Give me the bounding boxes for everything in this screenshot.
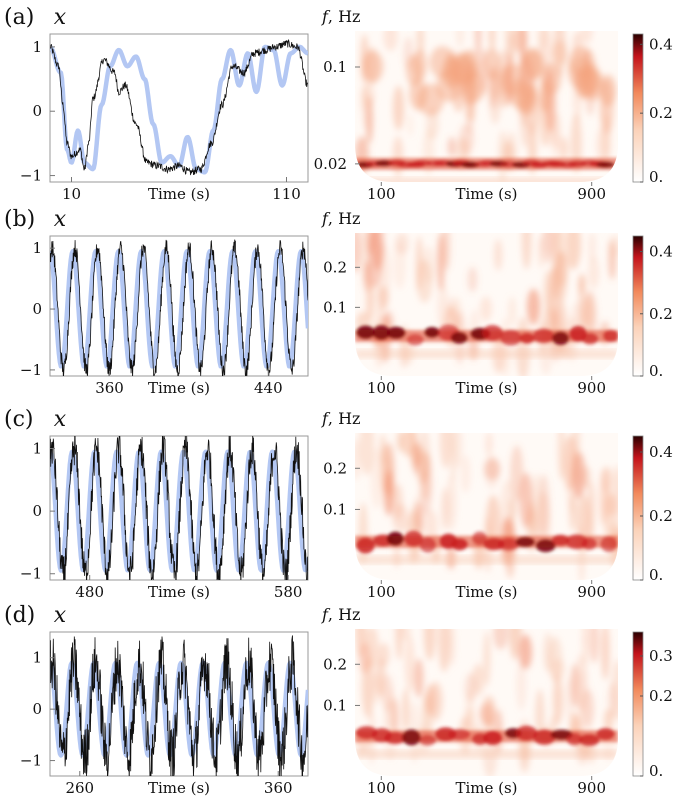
panel-b bbox=[49, 233, 644, 380]
x-axis-label: Time (s) bbox=[148, 379, 210, 397]
y-tick-label: −1 bbox=[20, 752, 42, 770]
y-tick-label: 0 bbox=[32, 102, 42, 120]
heatmap-y-axis-label: f, Hz bbox=[321, 7, 360, 26]
y-tick-label: 1 bbox=[32, 38, 42, 56]
colorbar bbox=[632, 631, 644, 777]
heatmap-y-tick-label: 0.02 bbox=[314, 155, 347, 173]
colorbar-tick-label: 0. bbox=[649, 762, 663, 780]
heatmap-area bbox=[355, 233, 618, 376]
y-tick-label: 0 bbox=[32, 700, 42, 718]
y-tick-label: 1 bbox=[32, 440, 42, 458]
panel-label: (a) bbox=[4, 5, 34, 30]
heatmap-x-tick-label: 900 bbox=[577, 185, 606, 203]
colorbar bbox=[632, 435, 644, 581]
heatmap-x-tick-label: 100 bbox=[367, 779, 396, 797]
colorbar-tick-label: 0.2 bbox=[649, 104, 673, 122]
heatmap-x-axis-label: Time (s) bbox=[455, 779, 517, 797]
x-tick-label: 580 bbox=[274, 583, 303, 601]
heatmap-x-tick-label: 900 bbox=[577, 379, 606, 397]
heatmap-y-tick-label: 0.1 bbox=[323, 298, 347, 316]
line-plot-frame bbox=[49, 33, 309, 183]
heatmap-x-axis-label: Time (s) bbox=[455, 185, 517, 203]
heatmap-area bbox=[355, 31, 618, 182]
model-series-line bbox=[50, 449, 308, 573]
y-tick-label: 1 bbox=[32, 239, 42, 257]
x-tick-label: 10 bbox=[62, 185, 81, 203]
x-axis-label: Time (s) bbox=[148, 185, 210, 203]
heatmap-y-tick-label: 0.2 bbox=[323, 655, 347, 673]
heatmap-x-axis-label: Time (s) bbox=[455, 583, 517, 601]
x-tick-label: 110 bbox=[272, 185, 301, 203]
data-series-line bbox=[50, 436, 308, 580]
y-tick-label: 0 bbox=[32, 502, 42, 520]
data-series-line bbox=[50, 39, 308, 176]
heatmap-y-axis-label: f, Hz bbox=[321, 209, 360, 228]
panel-a bbox=[49, 31, 644, 186]
left-y-axis-label: x bbox=[54, 603, 67, 628]
heatmap-x-tick-label: 100 bbox=[367, 185, 396, 203]
panel-d bbox=[49, 629, 644, 780]
x-tick-label: 360 bbox=[264, 779, 293, 797]
heatmap-x-tick-label: 900 bbox=[577, 583, 606, 601]
x-tick-label: 360 bbox=[95, 379, 124, 397]
y-tick-label: 0 bbox=[32, 300, 42, 318]
y-tick-label: −1 bbox=[20, 361, 42, 379]
heatmap-x-axis-label: Time (s) bbox=[455, 379, 517, 397]
x-axis-label: Time (s) bbox=[148, 583, 210, 601]
panel-c bbox=[49, 433, 644, 584]
heatmap-y-tick-label: 0.2 bbox=[323, 459, 347, 477]
y-tick-label: 1 bbox=[32, 649, 42, 667]
left-y-axis-label: x bbox=[54, 5, 67, 30]
colorbar-tick-label: 0.3 bbox=[649, 647, 673, 665]
data-series-line bbox=[50, 635, 308, 776]
colorbar bbox=[632, 235, 644, 377]
heatmap-y-tick-label: 0.2 bbox=[323, 258, 347, 276]
y-tick-label: −1 bbox=[20, 167, 42, 185]
heatmap-x-tick-label: 900 bbox=[577, 779, 606, 797]
colorbar-tick-label: 0.4 bbox=[649, 35, 673, 53]
heatmap-y-axis-label: f, Hz bbox=[321, 409, 360, 428]
heatmap-y-tick-label: 0.1 bbox=[323, 500, 347, 518]
heatmap-x-tick-label: 100 bbox=[367, 583, 396, 601]
panel-label: (b) bbox=[4, 207, 35, 232]
x-tick-label: 440 bbox=[254, 379, 283, 397]
heatmap-area bbox=[355, 433, 618, 580]
colorbar bbox=[632, 33, 644, 183]
data-series-line bbox=[50, 239, 308, 376]
colorbar-tick-label: 0.2 bbox=[649, 687, 673, 705]
colorbar-tick-label: 0. bbox=[649, 566, 663, 584]
heatmap-area bbox=[355, 629, 618, 776]
panel-label: (c) bbox=[4, 407, 34, 432]
heatmap-y-axis-label: f, Hz bbox=[321, 605, 360, 624]
heatmap-y-tick-label: 0.1 bbox=[323, 696, 347, 714]
x-tick-label: 260 bbox=[65, 779, 94, 797]
colorbar-tick-label: 0.4 bbox=[649, 243, 673, 261]
model-series-line bbox=[50, 248, 308, 369]
heatmap-y-tick-label: 0.1 bbox=[323, 58, 347, 76]
heatmap-x-tick-label: 100 bbox=[367, 379, 396, 397]
panel-label: (d) bbox=[4, 603, 35, 628]
colorbar-tick-label: 0. bbox=[649, 362, 663, 380]
y-tick-label: −1 bbox=[20, 565, 42, 583]
left-y-axis-label: x bbox=[54, 207, 67, 232]
left-y-axis-label: x bbox=[54, 407, 67, 432]
colorbar-tick-label: 0.4 bbox=[649, 443, 673, 461]
colorbar-tick-label: 0.2 bbox=[649, 507, 673, 525]
colorbar-tick-label: 0. bbox=[649, 168, 663, 186]
colorbar-tick-label: 0.2 bbox=[649, 305, 673, 323]
x-axis-label: Time (s) bbox=[148, 779, 210, 797]
x-tick-label: 480 bbox=[75, 583, 104, 601]
